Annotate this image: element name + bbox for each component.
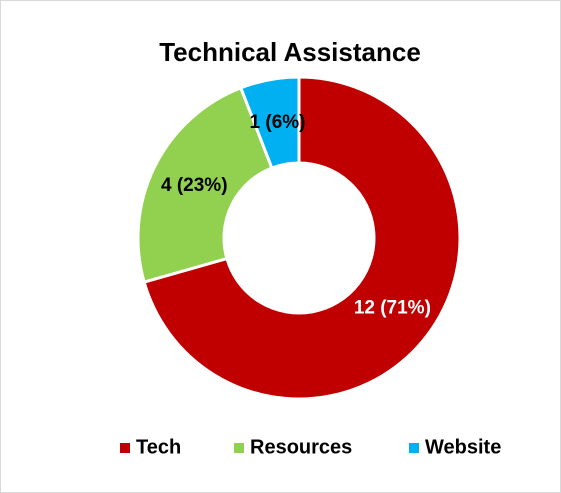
legend-swatch: [120, 443, 130, 453]
legend-label: Resources: [250, 436, 352, 458]
donut-slice: [238, 75, 301, 171]
data-label: 1 (6%): [250, 112, 306, 133]
data-label: 4 (23%): [161, 175, 228, 196]
legend-swatch: [409, 443, 419, 453]
legend-label: Website: [425, 436, 501, 458]
donut-slice: [142, 75, 462, 401]
data-label: 12 (71%): [354, 298, 431, 319]
legend-swatch: [234, 443, 244, 453]
chart-title: Technical Assistance: [159, 37, 421, 67]
donut-slice: [136, 85, 274, 284]
legend-label: Tech: [136, 436, 181, 458]
